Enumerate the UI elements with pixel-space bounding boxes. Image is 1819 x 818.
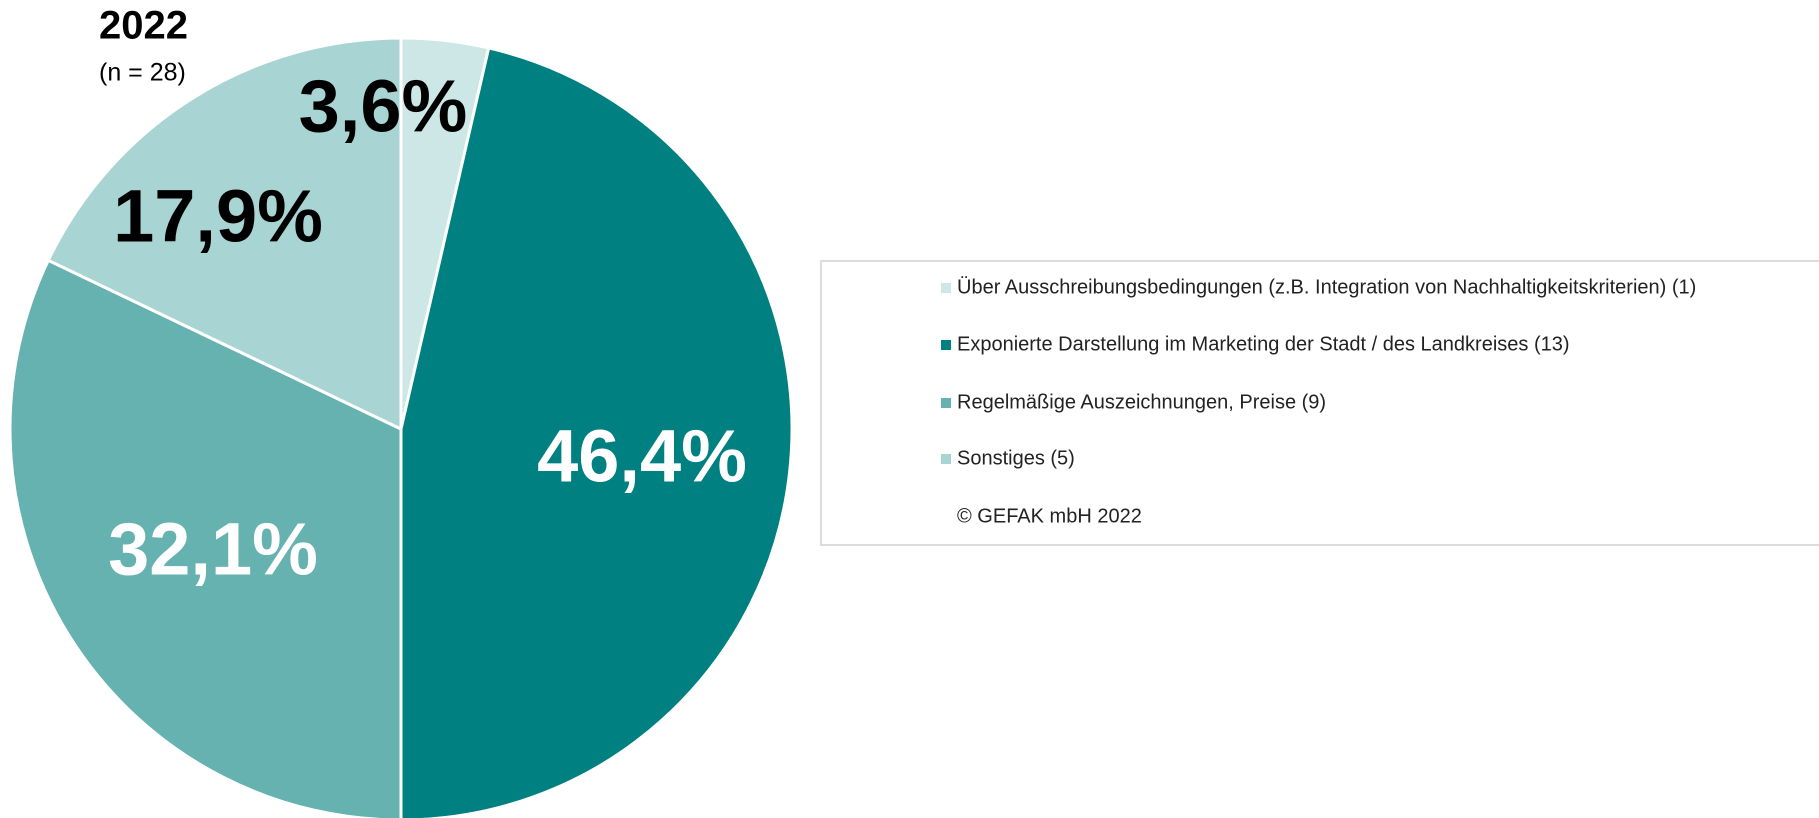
legend-swatch <box>941 398 951 408</box>
legend-swatch <box>941 340 951 350</box>
data-label: 32,1% <box>108 508 318 591</box>
pie-slice <box>399 46 794 818</box>
legend-label: Sonstiges (5) <box>957 447 1075 469</box>
legend-label: Exponierte Darstellung im Marketing der … <box>957 333 1570 355</box>
chart-title: 2022 <box>99 4 188 48</box>
legend-swatch <box>941 283 951 293</box>
legend-box <box>820 260 1819 546</box>
legend-label: Regelmäßige Auszeichnungen, Preise (9) <box>957 391 1326 413</box>
pie-slice <box>8 258 403 818</box>
chart-subtitle: (n = 28) <box>99 59 186 87</box>
pie-slice <box>46 36 403 432</box>
data-label: 3,6% <box>299 65 468 148</box>
data-label: 17,9% <box>113 175 323 258</box>
legend-label: Über Ausschreibungsbedingungen (z.B. Int… <box>957 276 1696 298</box>
legend-swatch <box>941 454 951 464</box>
source-note: © GEFAK mbH 2022 <box>957 505 1142 527</box>
data-label: 46,4% <box>537 415 747 498</box>
